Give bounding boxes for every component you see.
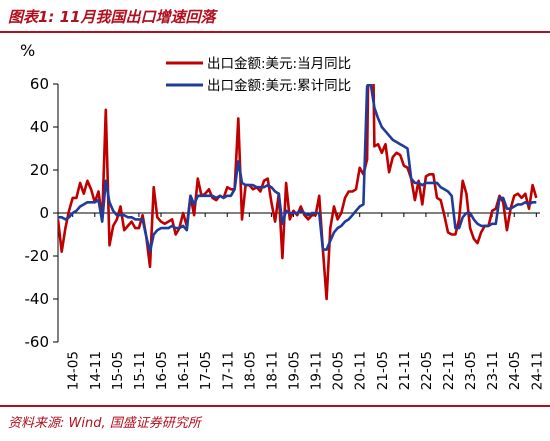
- y-tick-label: 0: [39, 204, 49, 222]
- legend: 出口金额:美元:当月同比 出口金额:美元:累计同比: [166, 56, 351, 94]
- y-unit-label: %: [20, 41, 35, 60]
- series-line-monthly-yoy: [58, 84, 538, 301]
- x-tick-label: 19-05: [286, 351, 302, 390]
- x-tick-label: 21-05: [375, 351, 391, 390]
- title-rule: [0, 31, 550, 33]
- y-tick-label: -60: [25, 333, 50, 351]
- x-tick-label: 24-11: [529, 351, 545, 390]
- x-tick-label: 14-05: [66, 351, 82, 390]
- x-tick-label: 17-05: [198, 351, 214, 390]
- x-tick-label: 20-05: [331, 351, 347, 390]
- y-tick-label: 40: [30, 118, 49, 136]
- plot-lines: [58, 84, 538, 301]
- y-tick-label: -40: [25, 290, 50, 308]
- x-tick-label: 23-11: [485, 351, 501, 390]
- x-tick-label: 22-05: [419, 351, 435, 390]
- x-tick-label: 14-11: [88, 351, 104, 390]
- x-tick-label: 17-11: [220, 351, 236, 390]
- x-tick-label: 18-11: [264, 351, 280, 390]
- legend-label-cumulative: 出口金额:美元:累计同比: [207, 78, 351, 94]
- x-axis: 14-05 14-11 15-05 15-11 16-05 16-11 17-05 17-11…: [58, 212, 545, 390]
- x-tick-label: 19-11: [309, 351, 325, 390]
- y-tick-label: 20: [30, 161, 49, 179]
- y-axis: -60 -40 -20 0 20 40 60: [25, 75, 59, 351]
- y-tick-label: -20: [25, 247, 50, 265]
- x-tick-label: 24-05: [507, 351, 523, 390]
- x-tick-label: 16-11: [176, 351, 192, 390]
- x-tick-label: 15-11: [132, 351, 148, 390]
- x-tick-label: 21-11: [397, 351, 413, 390]
- y-tick-label: 60: [30, 75, 49, 93]
- x-tick-label: 20-11: [353, 351, 369, 390]
- x-tick-label: 16-05: [154, 351, 170, 390]
- figure-title: 图表1: 11月我国出口增速回落: [8, 8, 216, 26]
- series-line-cumulative-yoy: [58, 84, 537, 253]
- figure-source: 资料来源: Wind, 国盛证券研究所: [8, 416, 201, 431]
- x-tick-label: 23-05: [463, 351, 479, 390]
- x-tick-label: 15-05: [110, 351, 126, 390]
- source-rule: [0, 405, 550, 407]
- legend-label-monthly: 出口金额:美元:当月同比: [207, 56, 351, 72]
- x-tick-label: 22-11: [441, 351, 457, 390]
- x-tick-label: 18-05: [242, 351, 258, 390]
